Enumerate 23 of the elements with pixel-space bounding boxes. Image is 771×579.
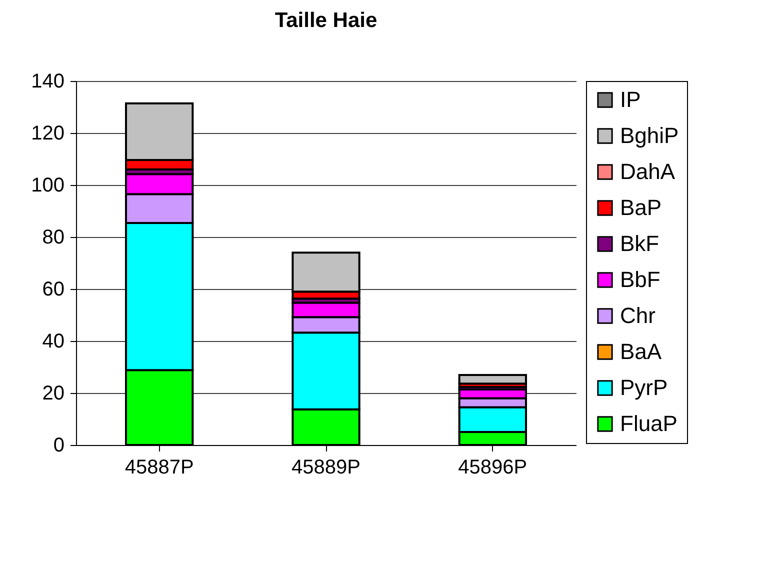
legend-label: BaP [620, 195, 662, 220]
x-tick-label: 45896P [458, 456, 528, 478]
y-tick-label: 0 [53, 434, 64, 456]
legend-label: BkF [620, 231, 660, 256]
legend-label: IP [620, 87, 641, 112]
legend-label: DahA [620, 159, 676, 184]
x-tick-label: 45889P [292, 456, 360, 478]
y-tick-label: 120 [31, 122, 64, 144]
legend-label: BbF [620, 267, 660, 292]
legend-label: BghiP [620, 123, 679, 148]
y-tick-label: 40 [42, 330, 64, 352]
legend-label: PyrP [620, 375, 668, 400]
y-tick-label: 60 [42, 278, 64, 300]
y-tick-label: 100 [31, 174, 64, 196]
y-tick-label: 140 [31, 70, 64, 92]
bar [458, 374, 527, 385]
y-tick-label: 20 [42, 382, 64, 404]
legend-label: BaA [620, 339, 662, 364]
x-tick-label: 45887P [124, 456, 194, 478]
chart-title: Taille Haie [274, 9, 378, 32]
y-tick-label: 80 [42, 226, 64, 248]
legend-label: FluaP [620, 411, 678, 436]
legend-label: Chr [620, 303, 656, 328]
